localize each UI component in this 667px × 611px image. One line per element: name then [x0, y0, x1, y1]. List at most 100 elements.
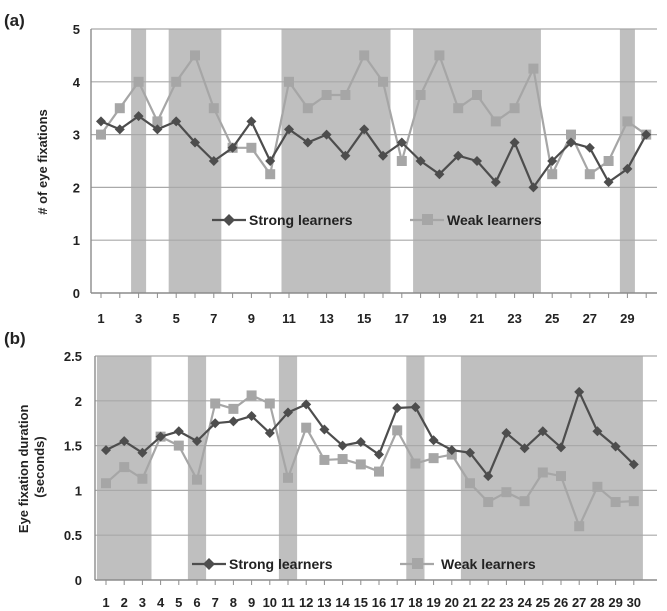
point-weak-learners-6: [190, 50, 200, 61]
legend-item-strong-learners: Strong learners: [192, 556, 333, 572]
legend-weak-label: Weak learners: [447, 212, 542, 228]
point-strong-learners-3: [137, 447, 148, 458]
panel-b-shaded-bands: [96, 356, 643, 580]
point-strong-learners-11: [284, 124, 294, 135]
point-strong-learners-1: [96, 116, 106, 127]
x-tick-label: 1: [97, 311, 104, 326]
panel-b-series: [101, 386, 639, 532]
point-weak-learners-27: [584, 169, 595, 180]
point-weak-learners-22: [483, 497, 494, 508]
x-tick-label: 29: [620, 311, 634, 326]
point-strong-learners-16: [374, 449, 384, 460]
shaded-band-5: [619, 29, 635, 293]
point-strong-learners-9: [246, 411, 257, 422]
panel-a-x-tick-labels: 1 3 5 7 9 11 13 15 17 19 21 23 25 27 29: [97, 311, 634, 326]
point-weak-learners-7: [210, 398, 221, 409]
point-strong-learners-22: [490, 177, 501, 188]
point-weak-learners-26: [556, 471, 566, 482]
point-strong-learners-19: [428, 435, 439, 446]
point-weak-learners-14: [337, 454, 348, 465]
shaded-band-1: [131, 29, 147, 293]
legend-item-strong-learners: Strong learners: [212, 212, 353, 228]
point-strong-learners-5: [171, 116, 182, 127]
point-strong-learners-6: [190, 137, 200, 148]
point-strong-learners-19: [434, 169, 445, 180]
panel-b-x-tick-labels: 1 2 3 4 5 6 7 8 9 10 11 12 13 14 15 16 17 18 19 20 21 22 23 24 2…: [102, 595, 641, 610]
point-strong-learners-2: [119, 436, 130, 447]
point-strong-learners-23: [501, 428, 512, 439]
y-tick-label: 2: [73, 180, 80, 195]
point-weak-learners-25: [537, 467, 548, 478]
point-weak-learners-23: [509, 103, 520, 114]
point-strong-learners-12: [302, 137, 313, 148]
x-tick-label: 3: [139, 595, 146, 610]
panel-a-series: [96, 50, 652, 193]
x-tick-label: 13: [319, 311, 333, 326]
x-tick-label: 23: [507, 311, 521, 326]
point-strong-learners-25: [547, 156, 558, 166]
point-strong-learners-28: [592, 426, 603, 437]
shaded-band-3: [278, 356, 298, 580]
point-strong-learners-20: [446, 445, 457, 456]
legend-strong-diamond-marker: [223, 214, 235, 226]
point-weak-learners-2: [114, 103, 125, 114]
point-strong-learners-23: [509, 137, 520, 148]
y-tick-label: 1: [75, 483, 82, 498]
y-tick-label: 1: [73, 233, 80, 248]
x-tick-label: 17: [395, 311, 409, 326]
panel-a-gridlines: [91, 28, 657, 241]
legend-strong-label: Strong learners: [249, 212, 353, 228]
shaded-band-5: [460, 356, 643, 580]
point-strong-learners-21: [472, 156, 482, 166]
x-tick-label: 4: [157, 595, 165, 610]
point-strong-learners-14: [337, 440, 348, 451]
x-tick-label: 25: [545, 311, 559, 326]
point-strong-learners-11: [283, 407, 293, 418]
x-tick-label: 19: [426, 595, 440, 610]
point-strong-learners-4: [152, 124, 163, 135]
point-weak-learners-1: [96, 129, 106, 140]
point-strong-learners-27: [574, 386, 585, 397]
point-weak-learners-27: [574, 521, 585, 532]
point-weak-learners-25: [547, 169, 558, 180]
point-weak-learners-12: [302, 103, 313, 114]
x-tick-label: 7: [210, 311, 217, 326]
point-weak-learners-24: [528, 63, 539, 74]
point-strong-learners-2: [114, 124, 125, 135]
panel-b-y-axis-label-line2: (seconds): [32, 436, 47, 497]
x-tick-label: 22: [481, 595, 495, 610]
point-strong-learners-21: [465, 447, 475, 458]
point-weak-learners-9: [246, 390, 257, 401]
x-tick-label: 11: [281, 595, 295, 610]
point-weak-learners-17: [392, 425, 403, 436]
point-strong-learners-30: [628, 459, 639, 470]
point-strong-learners-17: [392, 402, 403, 413]
point-strong-learners-7: [208, 156, 219, 166]
legend-strong-label: Strong learners: [229, 556, 333, 572]
x-tick-label: 3: [135, 311, 142, 326]
point-strong-learners-24: [519, 443, 530, 454]
panel-b-y-tick-labels: 0 0.5 1 1.5 2 2.5: [64, 349, 82, 588]
panel-a-y-axis-label: # of eye fixations: [35, 109, 50, 214]
point-weak-learners-22: [490, 116, 501, 127]
series-strong-learners: [101, 386, 639, 482]
point-weak-learners-3: [137, 473, 148, 484]
point-weak-learners-28: [592, 481, 603, 492]
legend-item-weak-learners: Weak learners: [400, 556, 536, 572]
y-tick-label: 0.5: [64, 528, 82, 543]
x-tick-label: 19: [432, 311, 446, 326]
point-weak-learners-3: [133, 76, 144, 87]
x-tick-label: 29: [608, 595, 622, 610]
point-weak-learners-15: [355, 459, 366, 470]
point-weak-learners-13: [319, 454, 330, 465]
point-strong-learners-3: [133, 111, 144, 122]
x-tick-label: 16: [372, 595, 386, 610]
y-tick-label: 2.5: [64, 349, 82, 364]
point-weak-learners-29: [610, 497, 621, 508]
x-tick-label: 27: [572, 595, 586, 610]
point-weak-learners-10: [265, 169, 276, 180]
x-tick-label: 7: [212, 595, 219, 610]
point-strong-learners-29: [622, 163, 633, 174]
point-strong-learners-6: [192, 436, 202, 447]
point-weak-learners-29: [622, 116, 633, 127]
